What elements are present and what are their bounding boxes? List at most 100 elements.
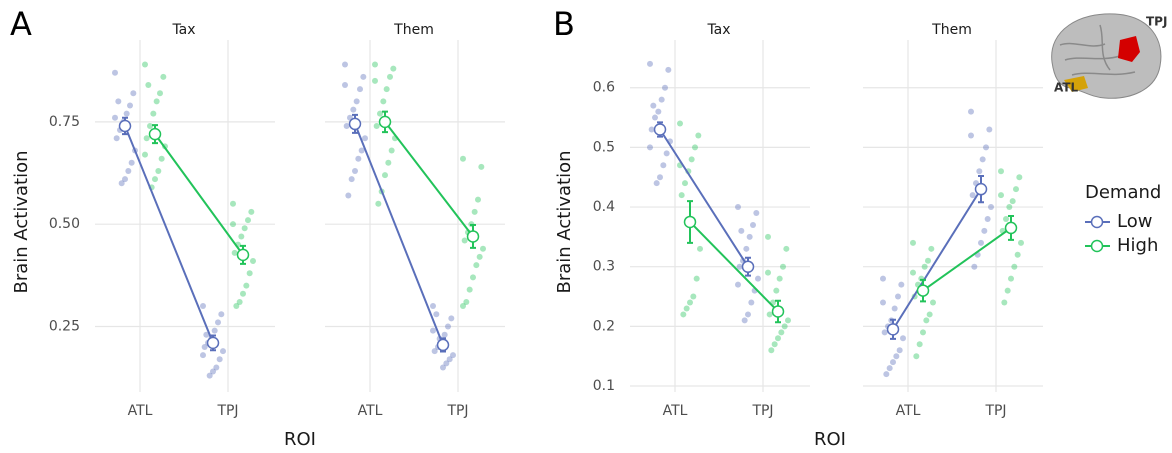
data-point [460, 155, 466, 162]
data-point [342, 61, 348, 68]
mean-point [741, 260, 755, 273]
data-point [650, 102, 657, 109]
x-tick-label: TPJ [751, 403, 773, 419]
data-point [665, 66, 672, 73]
data-point [473, 262, 480, 269]
data-point [446, 356, 453, 363]
data-point [471, 208, 478, 215]
data-point [233, 303, 240, 310]
data-point [735, 204, 741, 211]
data-point [986, 126, 993, 133]
legend-marker [1090, 215, 1104, 229]
y-tick-label: 0.3 [593, 259, 615, 275]
data-point [118, 180, 125, 187]
data-point [735, 281, 741, 288]
data-point [440, 364, 446, 371]
data-point [433, 311, 440, 318]
data-point [448, 315, 455, 322]
mean-point [916, 284, 930, 297]
data-point [682, 180, 688, 187]
legend-label: Low [1117, 211, 1152, 232]
data-point [776, 275, 783, 282]
data-point [115, 98, 122, 105]
x-axis-title: ROI [284, 429, 316, 450]
brain-label: ATL [1054, 81, 1079, 95]
data-point [357, 86, 363, 93]
mean-point [148, 127, 162, 141]
data-point [755, 275, 761, 282]
data-point [450, 352, 456, 359]
data-point [969, 192, 976, 199]
data-point [466, 286, 473, 293]
mean-point [974, 182, 988, 196]
data-point [926, 311, 933, 318]
data-point [372, 77, 378, 84]
data-point [648, 126, 655, 133]
mean-line [384, 121, 474, 238]
data-point [475, 196, 481, 203]
data-point [463, 298, 470, 305]
x-tick-label: ATL [128, 403, 153, 419]
y-tick-label: 0.75 [49, 114, 80, 130]
legend-marker [1090, 239, 1104, 253]
data-point [160, 73, 167, 80]
data-point [781, 323, 788, 330]
y-tick-label: 0.1 [593, 378, 615, 394]
data-point [430, 303, 436, 310]
facet-label: Them [931, 22, 972, 38]
data-point [738, 227, 745, 234]
data-point [745, 311, 751, 318]
data-point [968, 108, 974, 115]
data-point [920, 329, 926, 336]
data-point [388, 147, 395, 154]
x-tick-label: TPJ [984, 403, 1006, 419]
data-point [380, 98, 387, 105]
mean-point [683, 215, 697, 229]
y-tick-label: 0.25 [49, 319, 80, 335]
data-point [248, 208, 255, 215]
panel-label: B [553, 5, 575, 43]
x-tick-label: TPJ [446, 403, 468, 419]
data-point [663, 150, 670, 157]
data-point [898, 281, 905, 288]
data-point [678, 192, 685, 199]
data-point [142, 61, 148, 68]
data-point [652, 114, 658, 121]
data-point [241, 225, 248, 232]
data-point [231, 249, 238, 256]
data-point [660, 162, 667, 169]
data-point [213, 364, 220, 371]
mean-line [124, 125, 214, 344]
data-point [1011, 263, 1018, 270]
data-point [150, 110, 157, 117]
mean-point [206, 336, 220, 350]
data-point [1001, 299, 1008, 306]
data-point [360, 73, 367, 80]
mean-line [354, 123, 444, 346]
data-point [913, 353, 920, 360]
data-point [127, 102, 133, 109]
data-point [343, 122, 350, 129]
data-point [441, 331, 448, 338]
data-point [460, 303, 466, 310]
mean-line [689, 221, 779, 313]
data-point [880, 299, 886, 306]
data-point [896, 347, 903, 354]
data-point [240, 290, 246, 297]
data-point [968, 132, 974, 139]
data-point [478, 163, 485, 170]
data-point [988, 204, 994, 211]
data-point [218, 311, 225, 318]
data-point [147, 122, 153, 129]
data-point [206, 372, 213, 379]
data-point [143, 135, 150, 142]
data-point [238, 233, 245, 240]
data-point [375, 200, 382, 207]
data-point [979, 156, 986, 163]
data-point [895, 293, 901, 300]
data-point [230, 221, 236, 228]
data-point [1004, 287, 1011, 294]
data-point [377, 110, 383, 117]
data-point [385, 159, 392, 166]
